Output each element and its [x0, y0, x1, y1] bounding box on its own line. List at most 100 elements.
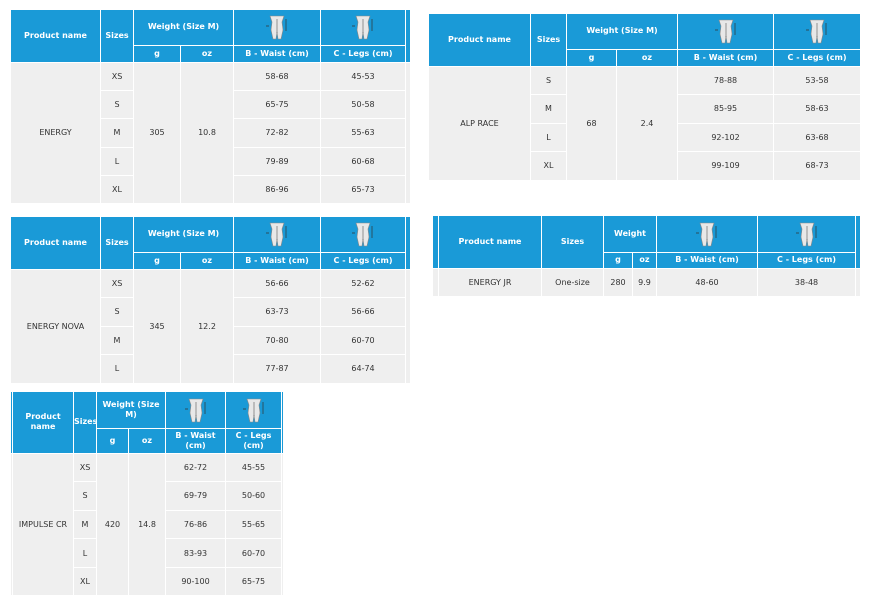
legs-range: 50-60 — [225, 481, 283, 511]
header-product-name: Product name — [438, 216, 542, 269]
size: XS — [73, 452, 97, 483]
size-table-impulse-cr: Product name Sizes Weight (Size M) g oz B - W… — [10, 392, 285, 597]
table-row: M 85-95 58-63 — [429, 94, 862, 124]
waist-diagram — [233, 217, 322, 253]
legs-range: 52-62 — [320, 268, 407, 298]
header-product-name: Product name — [428, 14, 531, 67]
header-legs: C - Legs (cm) — [773, 49, 862, 67]
size: L — [530, 122, 567, 152]
size: L — [73, 538, 97, 568]
weight-g: 420 — [96, 452, 129, 597]
waist-range: 85-95 — [677, 94, 775, 124]
header-legs: C - Legs (cm) — [225, 428, 283, 454]
header-product-name: Product name — [10, 10, 101, 63]
waist-range: 86-96 — [233, 175, 322, 205]
waist-range: 62-72 — [165, 452, 227, 483]
header-sizes: Sizes — [100, 217, 134, 270]
waist-range: 92-102 — [677, 122, 775, 152]
header-waist: B - Waist (cm) — [233, 45, 322, 63]
header-weight: Weight (Size M) — [132, 217, 235, 253]
header-stub — [855, 216, 862, 269]
size: XS — [100, 61, 134, 91]
size: XL — [73, 566, 97, 597]
size-table-energy-nova: Product name Sizes Weight (Size M) g oz B - W… — [10, 217, 412, 384]
waist-range: 70-80 — [233, 325, 322, 355]
legs-range: 50-58 — [320, 89, 407, 120]
header-weight-g: g — [603, 252, 633, 269]
table-row: ENERGY JR One-size 280 9.9 48-60 38-48 — [432, 267, 862, 297]
header-weight: Weight (Size M) — [95, 392, 167, 429]
header-weight: Weight (Size M) — [132, 10, 235, 46]
header-product-name: Product name — [10, 217, 101, 270]
table-row: S 63-73 56-66 — [11, 297, 411, 327]
legs-range: 53-58 — [773, 65, 862, 95]
size: M — [73, 509, 97, 540]
product-name: ENERGY JR — [438, 267, 542, 297]
legs-range: 55-63 — [320, 118, 407, 148]
waist-range: 65-75 — [233, 89, 322, 120]
size: S — [100, 297, 134, 327]
legs-range: 60-70 — [320, 325, 407, 355]
body-measure-legs-icon — [795, 222, 816, 247]
size-table-alp-race: Product name Sizes Weight (Size M) g oz B - W… — [428, 14, 862, 181]
legs-range: 38-48 — [757, 267, 857, 297]
waist-range: 58-68 — [233, 61, 322, 91]
table-row: XL 90-100 65-75 — [11, 566, 284, 597]
header-stub — [405, 10, 412, 63]
header-stub — [405, 217, 412, 270]
header-sizes: Sizes — [541, 216, 604, 269]
header-weight-g: g — [566, 49, 617, 67]
table-row: L 92-102 63-68 — [429, 122, 862, 152]
product-name: ALP RACE — [428, 65, 531, 181]
product-name: ENERGY NOVA — [10, 268, 101, 384]
size: S — [530, 65, 567, 95]
row-stub — [855, 267, 862, 297]
legs-diagram — [773, 14, 862, 50]
legs-range: 45-53 — [320, 61, 407, 91]
weight-g: 345 — [133, 268, 181, 384]
legs-diagram — [320, 217, 407, 253]
header-weight: Weight (Size M) — [565, 14, 679, 50]
waist-range: 79-89 — [233, 146, 322, 177]
size: M — [100, 325, 134, 355]
header-sizes: Sizes — [530, 14, 567, 67]
waist-diagram — [677, 14, 775, 50]
size: One-size — [541, 267, 604, 297]
table-row: M 72-82 55-63 — [11, 118, 411, 148]
header-legs: C - Legs (cm) — [320, 252, 407, 270]
table-row: M 70-80 60-70 — [11, 325, 411, 355]
waist-range: 69-79 — [165, 481, 227, 511]
body-measure-legs-icon — [242, 398, 263, 423]
size: S — [73, 481, 97, 511]
waist-diagram — [165, 392, 227, 429]
size: L — [100, 354, 134, 384]
waist-range: 77-87 — [233, 354, 322, 384]
waist-diagram — [656, 216, 759, 253]
header-weight-oz: oz — [179, 252, 235, 270]
legs-range: 65-75 — [225, 566, 283, 597]
table-row: L 79-89 60-68 — [11, 146, 411, 177]
waist-range: 56-66 — [233, 268, 322, 298]
body-measure-legs-icon — [352, 222, 373, 247]
table-row: L 83-93 60-70 — [11, 538, 284, 568]
header-waist: B - Waist (cm) — [677, 49, 775, 67]
waist-range: 72-82 — [233, 118, 322, 148]
weight-g: 280 — [603, 267, 633, 297]
legs-diagram — [757, 216, 857, 253]
legs-range: 58-63 — [773, 94, 862, 124]
waist-range: 76-86 — [165, 509, 227, 540]
legs-range: 56-66 — [320, 297, 407, 327]
table-row: XL 86-96 65-73 — [11, 175, 411, 205]
table-row: ENERGY XS 305 10.8 58-68 45-53 — [10, 61, 412, 205]
legs-range: 55-65 — [225, 509, 283, 540]
header-weight-oz: oz — [631, 252, 658, 269]
legs-range: 45-55 — [225, 452, 283, 483]
size: XL — [100, 175, 134, 205]
body-measure-legs-icon — [352, 15, 373, 40]
waist-range: 78-88 — [677, 65, 775, 95]
weight-oz: 14.8 — [127, 452, 167, 597]
weight-oz: 12.2 — [179, 268, 235, 384]
size: S — [100, 89, 134, 120]
header-weight-oz: oz — [615, 49, 679, 67]
header-weight-g: g — [96, 428, 129, 454]
